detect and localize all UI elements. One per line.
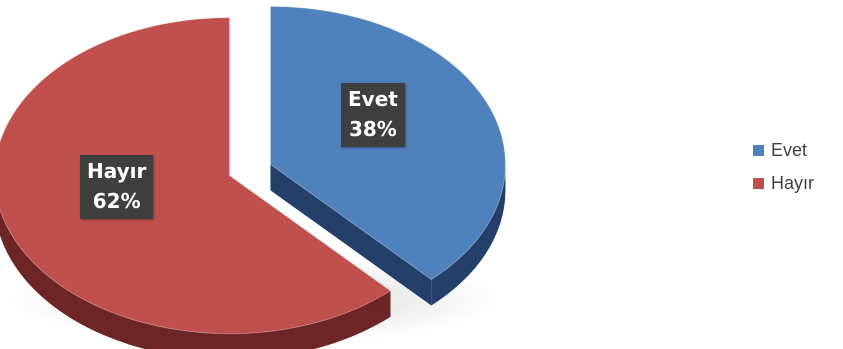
data-label-evet-category: Evet [348, 87, 398, 111]
pie-slice-evet-edge [270, 164, 432, 306]
data-label-evet-value: 38% [348, 117, 397, 141]
legend-swatch-evet [753, 144, 764, 156]
chart-legend: Evet Hayır [753, 138, 814, 204]
pie-slice-hayir-side [0, 209, 391, 349]
data-label-hayir-category: Hayır [87, 159, 147, 183]
data-label-hayir-value: 62% [92, 189, 141, 213]
data-label-hayir: Hayır 62% [80, 155, 154, 219]
legend-item-evet[interactable]: Evet [753, 138, 814, 162]
pie-slice-hayir-top [0, 17, 392, 335]
legend-label-hayir: Hayır [771, 172, 815, 193]
legend-item-hayir[interactable]: Hayır [753, 171, 814, 195]
pie-slice-evet-side [431, 164, 506, 306]
data-label-evet: Evet 38% [341, 83, 405, 147]
pie-slice-hayir[interactable] [0, 17, 392, 349]
legend-label-evet: Evet [771, 139, 808, 160]
legend-swatch-hayir [753, 177, 764, 189]
